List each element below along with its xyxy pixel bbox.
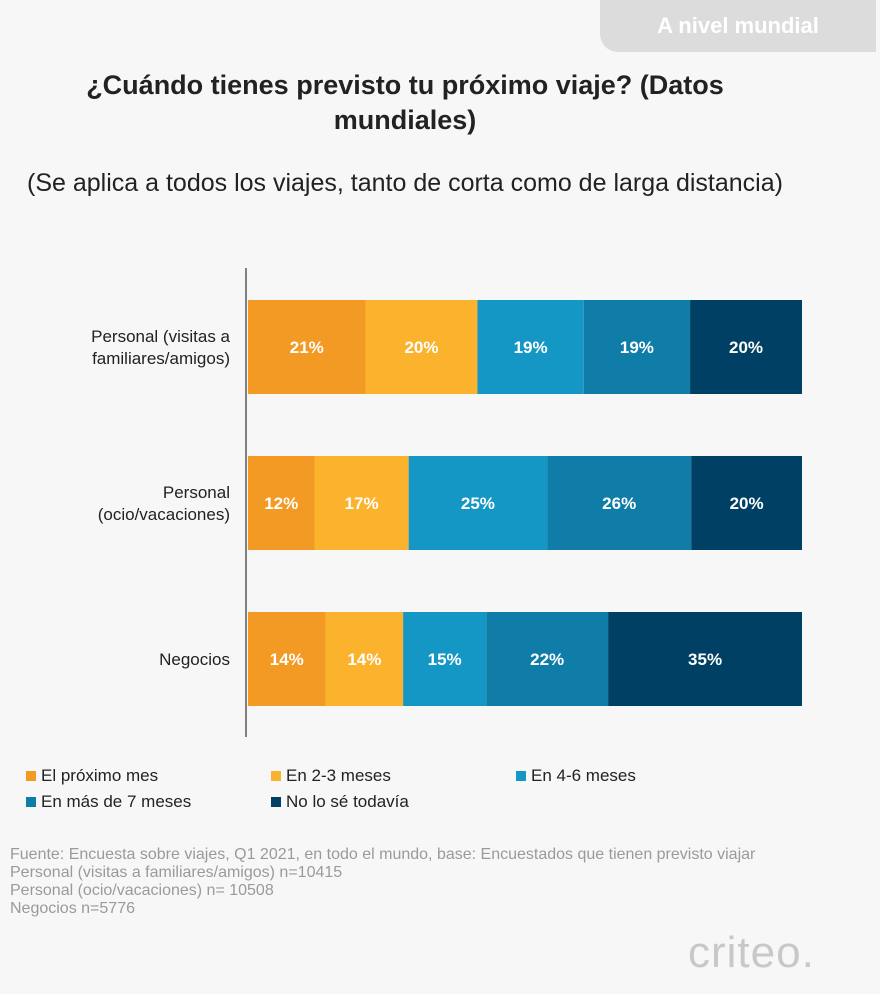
bar-segment [248, 456, 315, 550]
bar-segment [248, 300, 366, 394]
data-label: 12% [264, 494, 298, 513]
chart-legend: El próximo mes En 2-3 meses En 4-6 meses En… [26, 766, 766, 812]
legend-label: El próximo mes [41, 766, 159, 785]
data-label: 17% [345, 494, 379, 513]
data-label: 35% [688, 650, 722, 669]
stacked-bar-chart: Personal (visitas a familiares/amigos) 21%… [91, 268, 802, 737]
bar-segment [608, 612, 802, 706]
bar-segment [690, 300, 802, 394]
bar-segment [403, 612, 487, 706]
bar-segment [691, 456, 802, 550]
logo-text: criteo [688, 928, 802, 977]
source-line: Fuente: Encuesta sobre viajes, Q1 2021, … [10, 846, 756, 863]
legend-label: No lo sé todavía [286, 792, 409, 811]
category-label: Personal (ocio/vacaciones) [98, 483, 230, 524]
logo-mark-icon: . [801, 928, 815, 977]
data-label: 25% [461, 494, 495, 513]
category-label: Personal (visitas a familiares/amigos) [91, 327, 230, 368]
data-label: 26% [602, 494, 636, 513]
legend-item: En 2-3 meses [271, 766, 516, 786]
criteo-logo: criteo. [688, 928, 815, 978]
legend-swatch [271, 771, 281, 781]
source-line: Personal (ocio/vacaciones) n= 10508 [10, 882, 274, 899]
data-label: 22% [530, 650, 564, 669]
source-line: Negocios n=5776 [10, 900, 135, 917]
data-label: 15% [428, 650, 462, 669]
legend-item: No lo sé todavía [271, 792, 516, 812]
legend-label: En 2-3 meses [286, 766, 391, 785]
legend-swatch [26, 797, 36, 807]
legend-swatch [26, 771, 36, 781]
region-badge: A nivel mundial [600, 0, 876, 52]
bar-segment [325, 612, 404, 706]
bar-segment [314, 456, 409, 550]
legend-swatch [271, 797, 281, 807]
data-label: 20% [404, 338, 438, 357]
bar-segment [477, 300, 584, 394]
data-label: 19% [620, 338, 654, 357]
data-label: 14% [270, 650, 304, 669]
data-label: 20% [729, 338, 763, 357]
data-label: 19% [514, 338, 548, 357]
bar-segment [365, 300, 478, 394]
legend-item: En más de 7 meses [26, 792, 271, 812]
legend-label: En 4-6 meses [531, 766, 636, 785]
legend-label: En más de 7 meses [41, 792, 192, 811]
legend-swatch [516, 771, 526, 781]
data-label: 14% [347, 650, 381, 669]
chart-subtitle: (Se aplica a todos los viajes, tanto de … [27, 169, 783, 197]
bar-segment [547, 456, 692, 550]
category-label: Negocios [159, 650, 230, 669]
bar-segment [408, 456, 548, 550]
legend-item: El próximo mes [26, 766, 271, 786]
source-note: Fuente: Encuesta sobre viajes, Q1 2021, … [10, 846, 800, 918]
legend-item: En 4-6 meses [516, 766, 761, 786]
data-label: 21% [290, 338, 324, 357]
chart-title: ¿Cuándo tienes previsto tu próximo viaje… [86, 70, 724, 135]
bar-segment [248, 612, 326, 706]
source-line: Personal (visitas a familiares/amigos) n… [10, 864, 343, 881]
bar-segment [583, 300, 691, 394]
bar-segment [486, 612, 609, 706]
data-label: 20% [730, 494, 764, 513]
